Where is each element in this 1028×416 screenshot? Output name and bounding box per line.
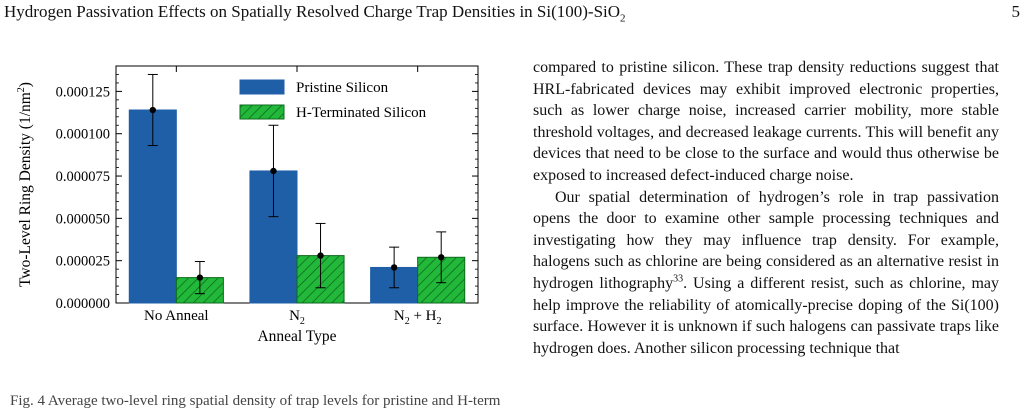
page-number: 5 [1011,2,1021,21]
x-tick-label: N2 [289,308,305,327]
legend-swatch [239,104,285,120]
x-tick-label: N2 + H2 [394,308,442,327]
reference-marker[interactable]: 33 [673,273,684,285]
y-tick-label: 0.000000 [56,296,110,312]
y-tick-label: 0.000125 [56,84,110,100]
data-point [437,254,445,261]
y-tick-label: 0.000050 [56,211,110,227]
data-point [149,106,157,114]
data-point [270,167,277,175]
y-tick-label: 0.000025 [56,254,110,270]
bar-chart: 0.000000 0.000025 0.000050 0.000075 0.000100… [16,65,479,345]
legend-label: H-Terminated Silicon [296,105,427,121]
data-point [196,274,204,281]
body-text-column: compared to pristine silicon. These trap… [533,57,999,359]
running-title: Hydrogen Passivation Effects on Spatiall… [4,2,626,25]
legend-swatch [239,79,285,95]
x-axis-label: Anneal Type [257,328,336,345]
plot-area: 0.000000 0.000025 0.000050 0.000075 0.000100… [16,65,479,345]
data-point [317,252,324,259]
figure-caption: Fig. 4 Average two-level ring spatial de… [10,393,500,409]
x-tick-label: No Anneal [144,308,209,324]
legend-label: Pristine Silicon [296,80,389,96]
y-tick-label: 0.000100 [56,127,110,143]
y-axis-label: Two-Level Ring Density (1/nm2) [16,82,34,287]
running-header: Hydrogen Passivation Effects on Spatiall… [0,0,1028,28]
paragraph-2: Our spatial determination of hydrogen’s … [533,188,1000,357]
y-tick-label: 0.000075 [56,169,110,185]
data-point [390,264,398,271]
paragraph-1: compared to pristine silicon. These trap… [533,59,999,184]
